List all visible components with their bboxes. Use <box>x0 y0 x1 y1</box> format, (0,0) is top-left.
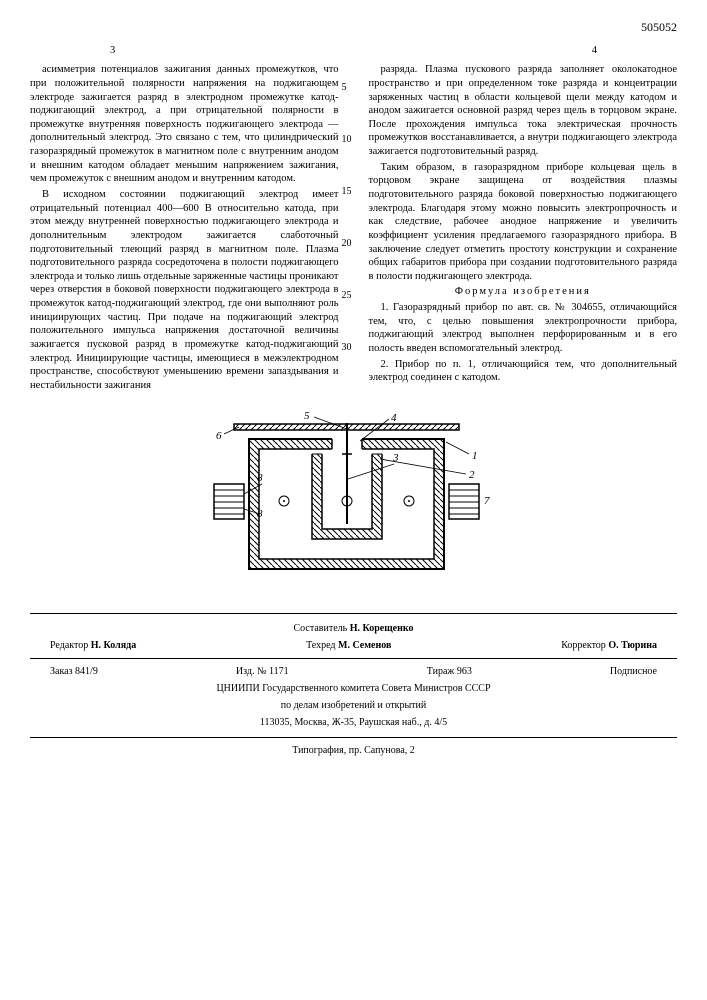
line-marker: 5 <box>342 81 347 94</box>
footer-org-row2: по делам изобретений и открытий <box>30 697 677 714</box>
paragraph: Таким образом, в газоразрядном приборе к… <box>369 161 678 284</box>
footer-order-row: Заказ 841/9 Изд. № 1171 Тираж 963 Подпис… <box>30 663 677 680</box>
editor: Редактор Н. Коляда <box>50 639 136 652</box>
page-number-left: 3 <box>30 44 354 58</box>
line-marker: 10 <box>342 133 352 146</box>
footer-compiler-row: Составитель Н. Корещенко <box>30 620 677 637</box>
column-left: асимметрия потенциалов зажигания данных … <box>30 63 339 394</box>
org2: по делам изобретений и открытий <box>281 699 427 712</box>
podpisnoe: Подписное <box>610 665 657 678</box>
diagram-label: 8 <box>257 472 263 484</box>
footer-bottom: Заказ 841/9 Изд. № 1171 Тираж 963 Подпис… <box>30 658 677 731</box>
compiler: Составитель Н. Корещенко <box>293 622 413 635</box>
patent-number: 505052 <box>30 20 677 36</box>
diagram-label: 4 <box>391 412 397 424</box>
diagram-label: 6 <box>216 430 222 442</box>
page-number-right: 4 <box>354 44 678 58</box>
paragraph: разряда. Плазма пускового разряда заполн… <box>369 63 678 158</box>
claim: 2. Прибор по п. 1, отличающийся тем, что… <box>369 358 678 385</box>
order: Заказ 841/9 <box>50 665 98 678</box>
claim: 1. Газоразрядный прибор по авт. св. № 30… <box>369 301 678 356</box>
diagram-label: 3 <box>392 452 399 464</box>
page-numbers: 3 4 <box>30 44 677 58</box>
tirazh: Тираж 963 <box>427 665 472 678</box>
paragraph: В исходном состоянии поджигающий электро… <box>30 188 339 393</box>
typography-line: Типография, пр. Сапунова, 2 <box>30 744 677 757</box>
line-marker: 30 <box>342 341 352 354</box>
izd: Изд. № 1171 <box>236 665 289 678</box>
text-columns: 5 10 15 20 25 30 асимметрия потенциалов … <box>30 63 677 394</box>
diagram-label: 5 <box>304 410 310 422</box>
address: 113035, Москва, Ж-35, Раушская наб., д. … <box>260 716 447 729</box>
line-marker: 25 <box>342 289 352 302</box>
line-marker: 15 <box>342 185 352 198</box>
footer: Составитель Н. Корещенко Редактор Н. Кол… <box>30 613 677 738</box>
column-right: разряда. Плазма пускового разряда заполн… <box>369 63 678 394</box>
formula-title: Формула изобретения <box>369 285 678 299</box>
diagram-label: 1 <box>472 450 478 462</box>
corrector: Корректор О. Тюрина <box>561 639 657 652</box>
diagram-label: 2 <box>469 469 475 481</box>
footer-org-row: ЦНИИПИ Государственного комитета Совета … <box>30 680 677 697</box>
org: ЦНИИПИ Государственного комитета Совета … <box>216 682 490 695</box>
paragraph: асимметрия потенциалов зажигания данных … <box>30 63 339 186</box>
diagram-label: 7 <box>484 495 490 507</box>
footer-credits-row: Редактор Н. Коляда Техред М. Семенов Кор… <box>30 637 677 654</box>
device-diagram: 1 2 3 4 5 6 7 8 8 <box>194 409 514 599</box>
footer-address-row: 113035, Москва, Ж-35, Раушская наб., д. … <box>30 714 677 731</box>
techred: Техред М. Семенов <box>306 639 391 652</box>
line-marker: 20 <box>342 237 352 250</box>
diagram-container: 1 2 3 4 5 6 7 8 8 <box>30 409 677 599</box>
